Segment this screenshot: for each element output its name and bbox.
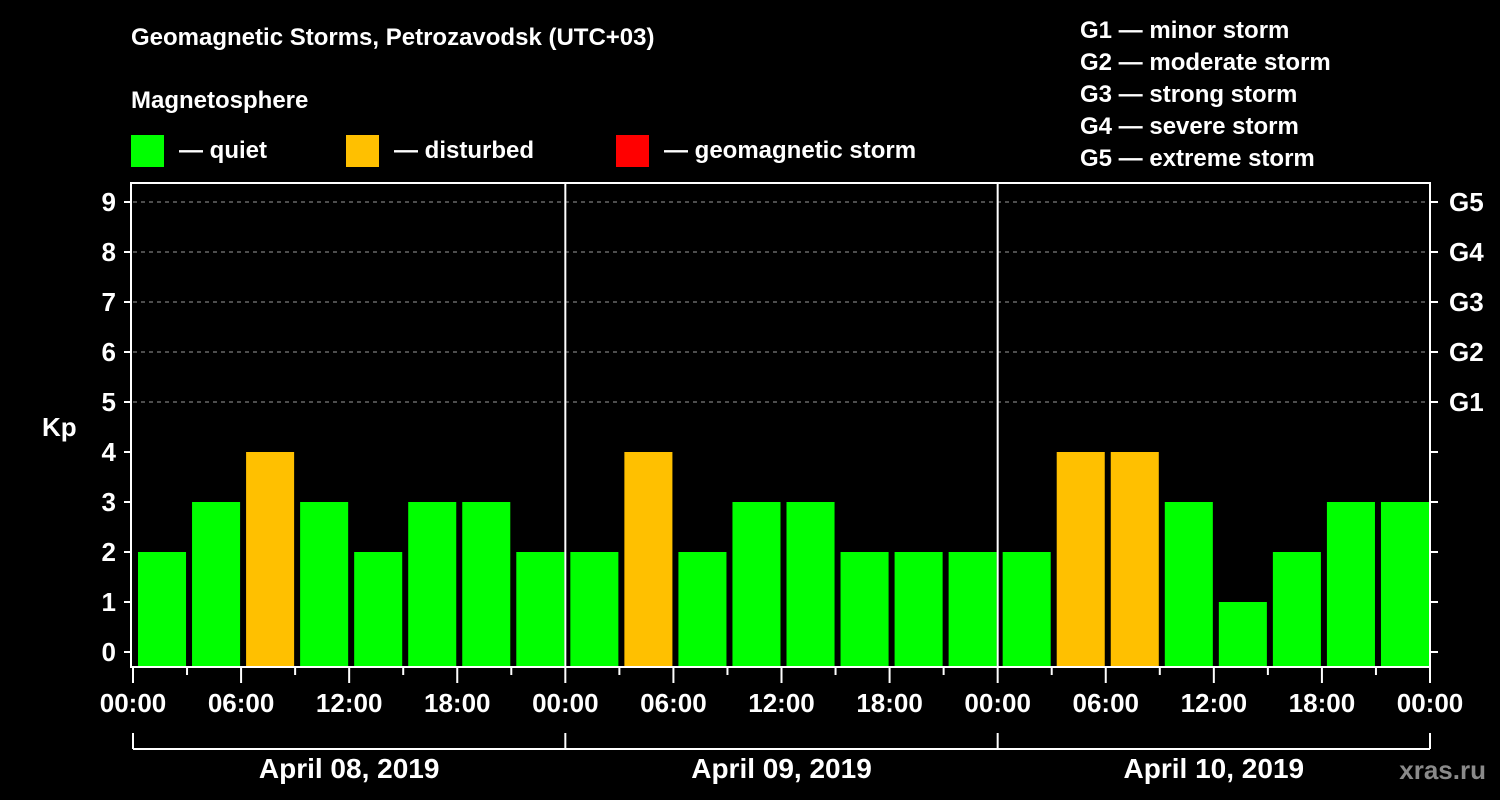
g-level-label: G4 [1449, 237, 1484, 267]
g-level-label: G2 [1449, 337, 1484, 367]
g-level-label: G1 [1449, 387, 1484, 417]
x-tick-label: 12:00 [315, 688, 383, 718]
g-level-label: G5 [1449, 187, 1484, 217]
x-tick-label: 00:00 [532, 688, 599, 718]
y-tick-label: 5 [101, 387, 116, 417]
legend-label: — disturbed [394, 137, 535, 164]
x-tick-label: 12:00 [748, 688, 815, 718]
legend-label: — geomagnetic storm [664, 137, 917, 164]
x-tick-label: 18:00 [856, 688, 923, 718]
y-tick-label: 0 [101, 637, 116, 667]
kp-bar [138, 552, 187, 667]
y-tick-label: 9 [101, 187, 116, 217]
y-tick-label: 6 [101, 337, 116, 367]
date-label: April 08, 2019 [258, 753, 440, 784]
y-tick-label: 8 [101, 237, 116, 267]
y-tick-label: 3 [101, 487, 116, 517]
g-level-label: G3 [1449, 287, 1484, 317]
g-scale-legend: G1 — minor storm G2 — moderate storm G3 … [1080, 15, 1331, 175]
kp-bar [624, 452, 673, 667]
g-scale-item: G4 — severe storm [1080, 113, 1299, 140]
kp-bar [894, 552, 943, 667]
y-tick-label: 4 [101, 437, 116, 467]
kp-bar [678, 552, 727, 667]
kp-bar [1110, 452, 1159, 667]
y-tick-label: 2 [101, 537, 116, 567]
legend-swatch-disturbed [346, 135, 379, 167]
kp-bar [408, 502, 457, 667]
kp-bar [354, 552, 403, 667]
y-tick-label: 7 [101, 287, 116, 317]
legend-item-disturbed: — disturbed [346, 135, 534, 167]
y-axis-label: Kp [42, 412, 77, 442]
legend-item-quiet: — quiet [131, 135, 267, 167]
watermark: xras.ru [1399, 755, 1486, 785]
g-scale-item: G3 — strong storm [1080, 81, 1298, 108]
kp-bar [840, 552, 889, 667]
kp-bar [1164, 502, 1213, 667]
date-label: April 09, 2019 [691, 753, 872, 784]
kp-bar [192, 502, 241, 667]
kp-bar [1326, 502, 1375, 667]
legend-swatch-quiet [131, 135, 164, 167]
legend-item-storm: — geomagnetic storm [616, 135, 916, 167]
kp-bar [1056, 452, 1105, 667]
kp-bar [786, 502, 835, 667]
kp-bar [948, 552, 997, 667]
x-tick-label: 06:00 [1072, 688, 1140, 718]
x-tick-label: 18:00 [424, 688, 491, 718]
kp-bar [570, 552, 619, 667]
kp-bar [462, 502, 511, 667]
legend-label: — quiet [179, 137, 267, 164]
x-tick-label: 06:00 [207, 688, 275, 718]
kp-bar [1002, 552, 1051, 667]
kp-bar [732, 502, 781, 667]
kp-bar [516, 552, 565, 667]
kp-bar [246, 452, 295, 667]
kp-bar [1380, 502, 1429, 667]
kp-bar [1272, 552, 1321, 667]
x-tick-label: 00:00 [99, 688, 167, 718]
g-scale-item: G2 — moderate storm [1080, 49, 1331, 76]
g-scale-item: G5 — extreme storm [1080, 145, 1315, 172]
kp-bar [300, 502, 349, 667]
y-tick-label: 1 [101, 587, 116, 617]
legend-swatch-storm [616, 135, 649, 167]
chart-title: Geomagnetic Storms, Petrozavodsk (UTC+03… [131, 24, 655, 51]
x-tick-label: 18:00 [1288, 688, 1356, 718]
chart-subtitle: Magnetosphere [131, 87, 309, 114]
date-label: April 10, 2019 [1123, 753, 1305, 784]
x-tick-label: 06:00 [640, 688, 707, 718]
g-scale-item: G1 — minor storm [1080, 17, 1290, 44]
x-tick-label: 00:00 [1396, 688, 1464, 718]
x-tick-label: 00:00 [964, 688, 1031, 718]
x-tick-label: 12:00 [1180, 688, 1248, 718]
kp-bar [1218, 602, 1267, 667]
